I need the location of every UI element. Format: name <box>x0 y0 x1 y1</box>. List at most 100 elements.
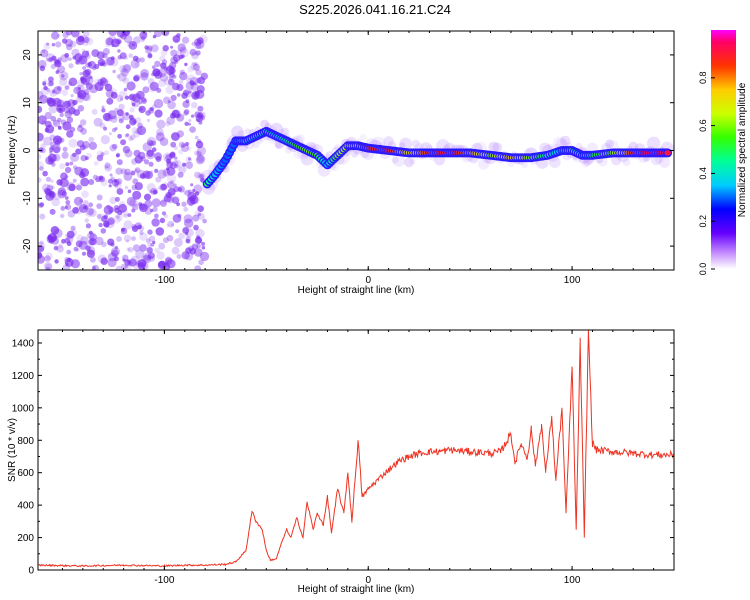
ridge-halo <box>409 158 416 165</box>
noise-speckle <box>162 45 169 52</box>
noise-speckle <box>63 107 70 114</box>
ridge-halo <box>560 135 571 147</box>
ridge-halo <box>404 157 414 168</box>
noise-speckle <box>68 183 76 192</box>
noise-speckle <box>51 31 60 40</box>
noise-speckle <box>45 252 53 260</box>
y-tick-label: 0 <box>28 566 34 577</box>
noise-speckle <box>138 225 145 232</box>
noise-speckle <box>146 118 151 123</box>
noise-speckle <box>67 210 76 218</box>
noise-speckle <box>184 141 190 147</box>
x-tick-label: 0 <box>365 575 371 586</box>
noise-speckle <box>116 74 121 79</box>
noise-speckle <box>79 199 83 203</box>
noise-speckle <box>197 205 204 212</box>
noise-speckle <box>184 62 188 67</box>
noise-speckle <box>94 81 104 92</box>
ridge-halo <box>274 142 282 149</box>
noise-speckle <box>124 185 129 190</box>
noise-speckle <box>97 58 106 67</box>
noise-speckle <box>193 184 203 194</box>
noise-speckle <box>126 40 134 48</box>
noise-speckle <box>88 179 95 185</box>
noise-speckle <box>156 119 166 129</box>
noise-speckle <box>84 156 89 161</box>
noise-speckle <box>103 205 114 215</box>
noise-speckle <box>174 156 178 160</box>
noise-speckle <box>166 223 170 227</box>
noise-speckle <box>123 220 133 230</box>
noise-speckle <box>51 90 56 94</box>
ridge-halo <box>411 139 420 149</box>
colorbar-tick-label: 0.8 <box>698 72 708 85</box>
noise-speckle <box>79 144 86 151</box>
noise-speckle <box>150 187 158 195</box>
noise-speckle <box>43 136 53 146</box>
noise-speckle <box>69 229 78 237</box>
noise-speckle <box>131 98 140 108</box>
noise-speckle <box>199 251 210 262</box>
noise-speckle <box>116 178 123 185</box>
noise-speckle <box>123 264 132 270</box>
noise-speckle <box>81 48 86 53</box>
noise-speckle <box>159 55 166 62</box>
noise-speckle <box>116 215 123 222</box>
noise-speckle <box>55 41 62 48</box>
noise-speckle <box>156 251 165 260</box>
noise-speckle <box>78 124 82 128</box>
noise-speckle <box>194 236 202 245</box>
noise-speckle <box>109 173 113 177</box>
noise-speckle <box>58 243 63 248</box>
noise-speckle <box>154 70 163 79</box>
noise-speckle <box>198 120 203 125</box>
noise-speckle <box>44 262 52 270</box>
noise-speckle <box>128 136 134 142</box>
noise-speckle <box>66 43 73 51</box>
noise-speckle <box>136 125 147 136</box>
noise-speckle <box>93 160 99 166</box>
ridge-halo <box>488 141 500 153</box>
noise-speckle <box>108 178 113 184</box>
noise-speckle <box>61 38 68 44</box>
noise-speckle <box>184 121 189 127</box>
noise-speckle <box>141 98 148 104</box>
noise-speckle <box>148 140 154 147</box>
noise-speckle <box>62 146 68 152</box>
ridge-halo <box>399 142 406 149</box>
noise-speckle <box>132 244 141 252</box>
noise-speckle <box>189 195 199 205</box>
noise-speckle <box>189 76 199 86</box>
noise-speckle <box>188 245 195 252</box>
noise-speckle <box>113 179 118 183</box>
noise-speckle <box>134 168 138 172</box>
noise-speckle <box>38 105 43 114</box>
noise-speckle <box>75 240 83 248</box>
colorbar-tick-label: 0.0 <box>698 263 708 276</box>
noise-speckle <box>176 254 182 259</box>
noise-speckle <box>196 154 205 163</box>
noise-speckle <box>85 223 91 229</box>
noise-speckle <box>146 139 154 146</box>
noise-speckle <box>196 146 206 156</box>
noise-speckle <box>152 189 158 195</box>
noise-speckle <box>145 171 153 179</box>
noise-speckle <box>191 101 198 109</box>
noise-speckle <box>105 56 115 66</box>
noise-speckle <box>38 94 48 104</box>
noise-speckle <box>167 220 175 228</box>
noise-speckle <box>151 147 157 152</box>
noise-speckle <box>144 193 151 201</box>
noise-speckle <box>148 161 154 167</box>
snr-series-line <box>38 330 674 568</box>
noise-speckle <box>104 150 109 156</box>
ridge-halo <box>478 158 490 170</box>
noise-speckle <box>178 141 185 148</box>
noise-speckle <box>137 224 142 230</box>
noise-speckle <box>82 31 90 38</box>
noise-speckle <box>122 64 131 73</box>
noise-speckle <box>57 126 62 130</box>
ridge-halo <box>575 142 583 150</box>
noise-speckle <box>38 177 42 183</box>
